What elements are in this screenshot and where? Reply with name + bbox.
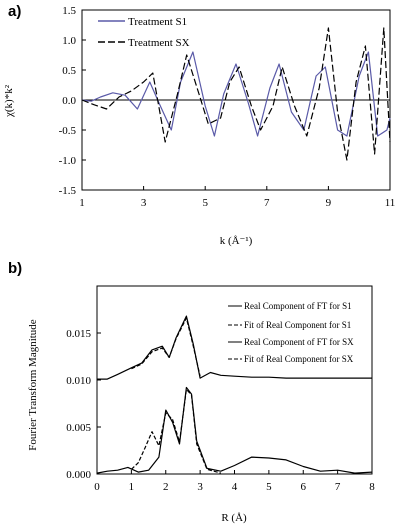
- panel-b-xtick-label: 2: [163, 481, 169, 493]
- panel-b-series: [96, 315, 373, 474]
- panel-b-label: b): [8, 260, 22, 277]
- panel-b-xtick-label: 8: [369, 481, 375, 493]
- panel-a-ytick-label: 0.0: [62, 95, 76, 107]
- panel-b-xtick-label: 5: [266, 481, 272, 493]
- panel-b-xtick-label: 4: [232, 481, 238, 493]
- panel-b-ytick-label: 0.015: [66, 328, 91, 340]
- panel-a-label: a): [8, 3, 21, 20]
- panel-b-xtick-label: 7: [335, 481, 341, 493]
- panel-a-ytick-label: 0.5: [62, 65, 76, 77]
- panel-a-ytick-label: -0.5: [59, 125, 77, 137]
- panel-b-axes: [96, 285, 373, 475]
- panel-b-plot-frame: [96, 285, 373, 475]
- panel-b-xtick-label: 1: [129, 481, 135, 493]
- panel-b-xtick-label: 0: [94, 481, 100, 493]
- panel-a-ytick-label: -1.5: [59, 185, 77, 197]
- panel-b-legend: Real Component of FT for S1 Fit of Real …: [228, 301, 354, 364]
- panel-a-xtick-label: 9: [326, 197, 332, 209]
- panel-a-ytick-label: -1.0: [59, 155, 77, 167]
- panel-b-xtick-label: 3: [197, 481, 203, 493]
- legend-label-fit-s1: Fit of Real Component for S1: [244, 320, 351, 330]
- panel-a-ytick-label: 1.0: [62, 35, 76, 47]
- panel-b-series-2: [96, 386, 373, 474]
- panel-b-ytick-label: 0.010: [66, 375, 91, 387]
- panel-a-xtick-label: 5: [202, 197, 208, 209]
- panel-b-ytick-label: 0.005: [66, 422, 91, 434]
- legend-label-ft-sx: Real Component of FT for SX: [244, 337, 354, 347]
- panel-a-xtick-label: 7: [264, 197, 270, 209]
- legend-label-sx: Treatment SX: [128, 37, 190, 49]
- panel-b-series-3: [130, 388, 221, 474]
- legend-label-ft-s1: Real Component of FT for S1: [244, 301, 352, 311]
- panel-b-series-1: [131, 317, 201, 377]
- panel-a-xtick-label: 3: [141, 197, 147, 209]
- panel-b-series-0: [97, 315, 372, 380]
- panel-b-xtick-label: 6: [301, 481, 307, 493]
- panel-a-ticks: -1.5 -1.0 -0.5 0.0 0.5 1.0 1.5 1 3 5 7 9 11: [59, 5, 396, 209]
- panel-a-series-1: [81, 27, 391, 161]
- panel-a: a) -1.5 -1.0 -0.5 0.0 0.5 1.0 1.5 1 3 5 7 9 11 χ(k)*…: [3, 3, 395, 247]
- panel-b-ylabel: Fourier Transform Magnitude: [27, 319, 39, 451]
- panel-b-xlabel: R (Å): [221, 512, 247, 524]
- panel-a-series: [81, 27, 391, 161]
- panel-a-ylabel: χ(k)*k²: [3, 84, 15, 118]
- panel-a-xtick-label: 11: [385, 197, 396, 209]
- panel-a-xtick-label: 1: [79, 197, 85, 209]
- panel-b-ytick-label: 0.000: [66, 469, 91, 481]
- legend-label-s1: Treatment S1: [128, 16, 187, 28]
- panel-b-ticks: 0.000 0.005 0.010 0.015 0 1 2 3 4 5 6 7 8: [66, 328, 375, 493]
- panel-a-xlabel: k (Å⁻¹): [220, 235, 253, 247]
- panel-a-series-0: [81, 51, 391, 137]
- panel-a-ytick-label: 1.5: [62, 5, 76, 17]
- legend-label-fit-sx: Fit of Real Component for SX: [244, 354, 354, 364]
- panel-b: b) 0.000 0.005 0.010 0.015 0 1 2 3 4 5 6 7 8 Fourier…: [8, 260, 375, 524]
- panel-a-legend: Treatment S1 Treatment SX: [98, 16, 190, 49]
